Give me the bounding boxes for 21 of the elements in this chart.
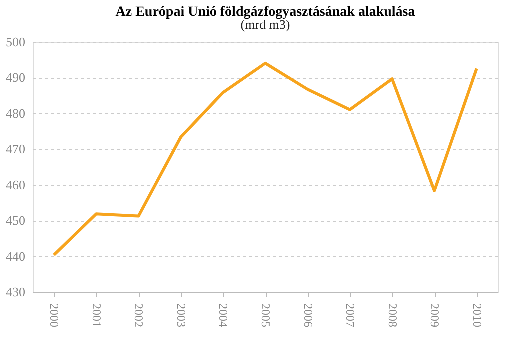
x-tick-label: 2003 bbox=[174, 304, 188, 328]
y-tick-label: 460 bbox=[6, 177, 26, 192]
x-tick-label: 2004 bbox=[216, 304, 231, 328]
x-tick-label: 2001 bbox=[90, 304, 104, 328]
x-tick-label: 2010 bbox=[470, 304, 484, 328]
line-series bbox=[52, 62, 478, 257]
y-tick-label: 470 bbox=[6, 142, 26, 157]
y-tick-label: 440 bbox=[6, 248, 26, 264]
y-tick-label: 500 bbox=[6, 34, 26, 50]
y-tick-label: 450 bbox=[6, 213, 26, 228]
x-tick-label: 2007 bbox=[344, 304, 358, 328]
chart-title: Az Európai Unió földgázfogyasztásának alakulása bbox=[116, 5, 416, 20]
x-tick-label: 2006 bbox=[301, 304, 316, 328]
y-tick-label: 430 bbox=[6, 284, 26, 300]
x-tick-label: 2000 bbox=[48, 304, 62, 328]
x-tick-label: 2008 bbox=[386, 304, 400, 328]
x-tick-label: 2002 bbox=[132, 304, 146, 328]
y-tick-label: 490 bbox=[6, 70, 26, 86]
x-tick-label: 2009 bbox=[428, 304, 442, 328]
y-tick-label: 480 bbox=[6, 106, 26, 121]
x-tick-label: 2005 bbox=[259, 304, 273, 328]
